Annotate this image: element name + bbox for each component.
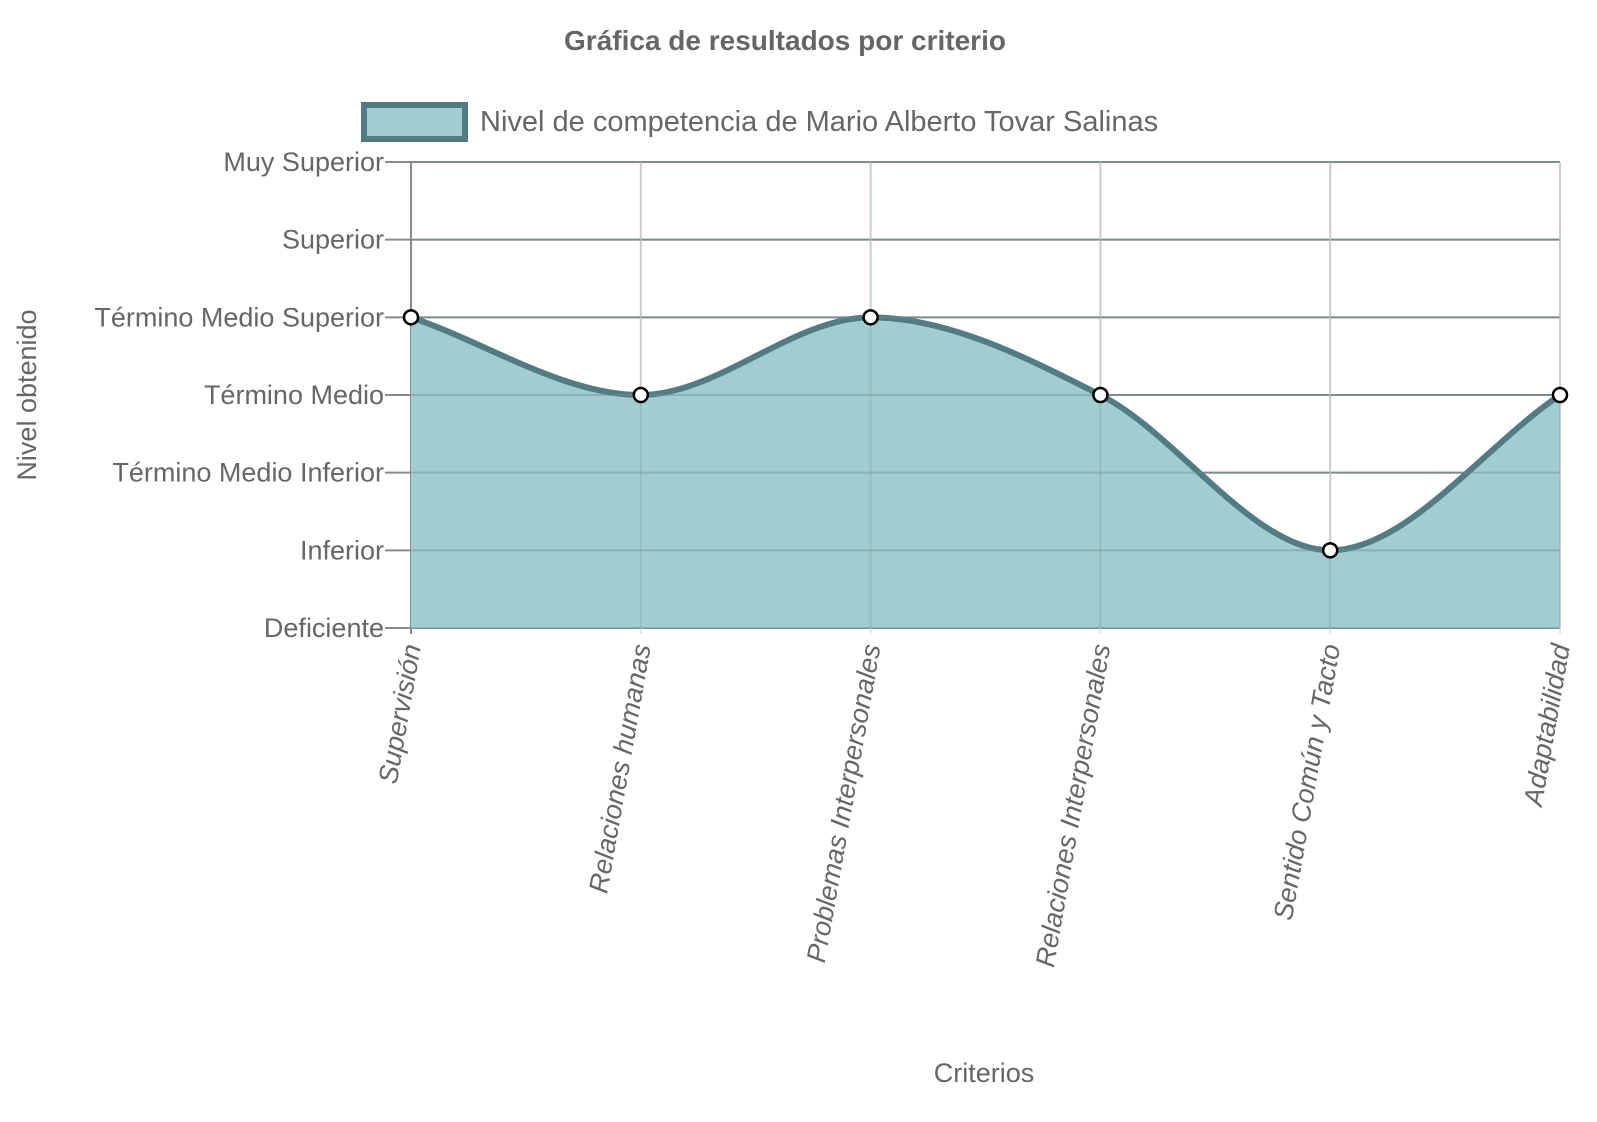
- legend[interactable]: Nivel de competencia de Mario Alberto To…: [361, 102, 1158, 142]
- y-tick-label: Muy Superior: [223, 147, 384, 177]
- x-tick-label: Relaciones humanas: [583, 642, 656, 896]
- y-tick-label: Deficiente: [264, 613, 384, 643]
- data-point[interactable]: [632, 386, 650, 404]
- x-axis-title: Criterios: [934, 1058, 1035, 1088]
- data-point[interactable]: [402, 309, 420, 326]
- x-tick-label: Relaciones Interpersonales: [1030, 642, 1116, 969]
- x-tick-label: Problemas Interpersonales: [801, 642, 887, 965]
- x-tick-labels: Supervisión Relaciones humanas Problemas I…: [373, 641, 1576, 969]
- x-tick-label: Supervisión: [373, 642, 427, 786]
- x-tick-label: Sentido Común y Tacto: [1268, 642, 1346, 923]
- data-point[interactable]: [1321, 542, 1339, 559]
- y-tick-label: Término Medio Inferior: [112, 458, 384, 488]
- data-point[interactable]: [1551, 386, 1569, 404]
- y-tick-label: Inferior: [300, 535, 384, 565]
- data-point[interactable]: [862, 309, 879, 326]
- x-tick-label: Adaptabilidad: [1518, 641, 1576, 810]
- y-tick-label: Término Medio Superior: [94, 302, 384, 332]
- series-area-fill: [411, 317, 1560, 628]
- y-tick-label: Término Medio: [204, 380, 384, 410]
- chart-title: Gráfica de resultados por criterio: [564, 25, 1006, 56]
- series-line: [410, 314, 1562, 554]
- legend-label: Nivel de competencia de Mario Alberto To…: [480, 106, 1158, 138]
- y-tick-labels: Deficiente Inferior Término Medio Inferior…: [94, 147, 384, 643]
- y-axis-title: Nivel obtenido: [12, 309, 42, 480]
- data-points: [402, 161, 1569, 629]
- data-point[interactable]: [1092, 386, 1109, 404]
- y-tick-label: Superior: [282, 225, 384, 255]
- legend-swatch: [361, 102, 468, 142]
